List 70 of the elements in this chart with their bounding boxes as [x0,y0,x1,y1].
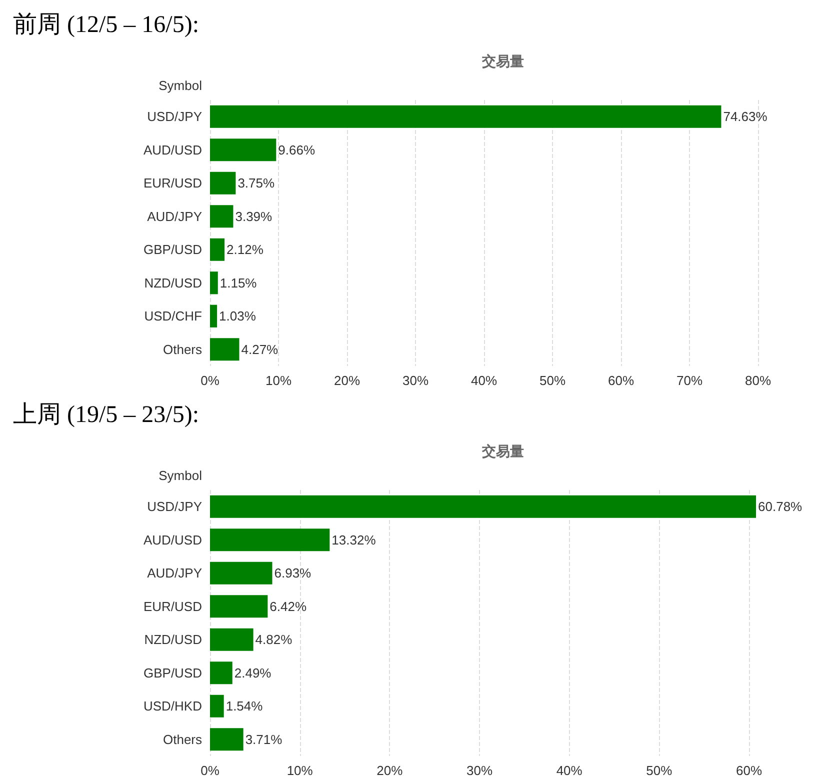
data-label: 1.03% [219,308,256,324]
y-tick-label: AUD/JPY [147,566,202,581]
y-tick-label: AUD/USD [143,532,202,548]
data-label: 4.27% [241,342,279,357]
data-label: 1.15% [220,275,258,290]
data-label: 4.82% [255,632,293,648]
y-tick-label: AUD/JPY [147,208,202,224]
data-label: 74.63% [723,109,768,124]
y-tick-label: EUR/USD [143,598,202,614]
x-tick-label: 50% [539,373,566,388]
data-label: 3.39% [235,208,273,224]
bar [210,304,218,328]
y-tick-label: EUR/USD [143,176,202,191]
data-label: 13.32% [332,532,376,548]
bar [210,728,244,751]
chart-title: 前周 (12/5 – 16/5): [13,12,199,38]
data-label: 6.93% [274,566,312,581]
x-tick-label: 40% [556,763,583,778]
y-tick-label: NZD/USD [144,275,202,290]
data-label: 9.66% [278,142,316,158]
y-axis-title: Symbol [158,78,202,93]
bar [210,595,268,618]
y-tick-label: GBP/USD [143,242,202,258]
data-label: 3.71% [245,732,283,747]
chart-subtitle: 交易量 [481,53,524,70]
x-tick-label: 10% [265,373,292,388]
x-tick-label: 70% [676,373,703,388]
y-tick-label: NZD/USD [144,632,202,648]
x-tick-label: 80% [744,373,772,388]
bar [210,172,236,194]
bar [210,562,272,584]
x-tick-label: 30% [402,373,429,388]
x-tick-label: 60% [736,763,762,778]
x-tick-label: 40% [470,373,498,388]
y-tick-label: USD/HKD [143,698,202,714]
bar [210,628,254,651]
bar [210,272,218,294]
x-tick-label: 0% [200,373,220,388]
y-tick-label: Others [162,732,202,747]
bar [210,495,756,518]
y-tick-label: USD/JPY [147,499,202,514]
x-tick-label: 0% [200,763,220,778]
x-tick-label: 20% [334,373,360,388]
bar [210,205,234,228]
y-axis-title: Symbol [158,468,202,483]
bar [210,338,240,361]
y-tick-label: AUD/USD [143,142,202,158]
data-label: 2.12% [226,242,264,258]
bar [210,528,330,552]
x-tick-label: 30% [466,763,493,778]
chart-subtitle: 交易量 [481,443,524,460]
x-tick-label: 50% [646,763,673,778]
y-tick-label: Others [162,342,202,357]
data-label: 2.49% [234,665,272,680]
data-label: 60.78% [758,499,803,514]
data-label: 6.42% [270,598,307,614]
chart-title: 上周 (19/5 – 23/5): [13,402,199,428]
data-label: 3.75% [238,176,275,191]
bar [210,238,225,261]
x-tick-label: 20% [376,763,404,778]
bar [210,105,722,128]
y-tick-label: USD/CHF [144,308,202,324]
y-tick-label: GBP/USD [143,665,202,680]
data-label: 1.54% [226,698,264,714]
bar [210,694,224,718]
x-tick-label: 60% [608,373,634,388]
bar [210,662,232,684]
bar [210,138,276,162]
x-tick-label: 10% [286,763,314,778]
y-tick-label: USD/JPY [147,109,202,124]
